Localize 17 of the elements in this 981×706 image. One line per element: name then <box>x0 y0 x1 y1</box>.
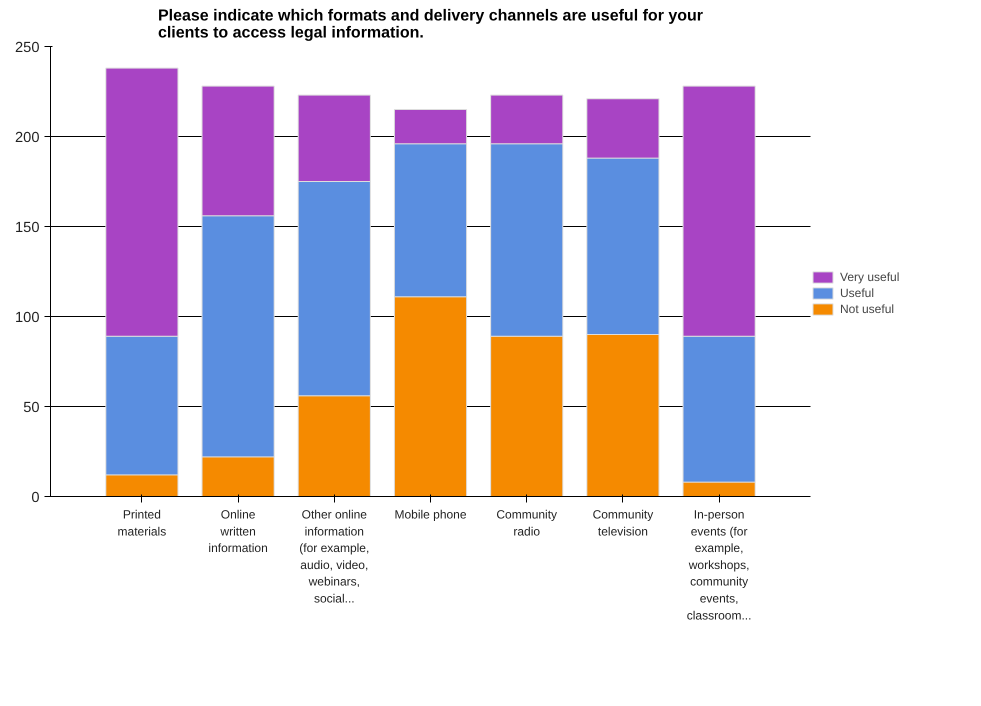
y-tick-label: 150 <box>15 220 40 236</box>
y-tick-label: 50 <box>23 400 40 416</box>
y-tick-label: 250 <box>15 40 40 56</box>
x-tick-label: In-person events (for example, workshops, community events, classroom... <box>686 508 752 622</box>
y-tick-label: 0 <box>31 490 40 506</box>
x-tick-label: Online written information <box>208 508 268 556</box>
legend-label: Very useful <box>840 270 900 284</box>
y-tick-label: 100 <box>15 310 40 326</box>
x-tick-label: Mobile phone <box>394 508 467 522</box>
legend-label: Not useful <box>840 302 894 316</box>
y-tick-label: 200 <box>15 130 40 146</box>
legend-label: Useful <box>840 286 874 300</box>
x-tick-label: Printed materials <box>118 508 166 538</box>
x-tick-label: Community radio <box>496 508 558 538</box>
chart-title: Please indicate which formats and delivery channels are useful for your clients to access legal information. <box>158 8 704 42</box>
x-tick-label: Other online information (for example, audio, video, webinars, social... <box>299 508 370 606</box>
x-tick-label: Community television <box>592 508 654 538</box>
